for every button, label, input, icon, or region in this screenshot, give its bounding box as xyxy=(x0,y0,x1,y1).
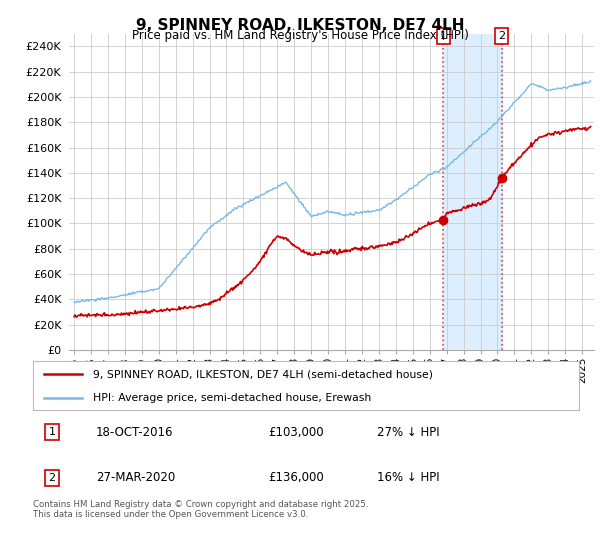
Text: £103,000: £103,000 xyxy=(268,426,323,439)
Text: HPI: Average price, semi-detached house, Erewash: HPI: Average price, semi-detached house,… xyxy=(93,393,371,403)
Text: Contains HM Land Registry data © Crown copyright and database right 2025.
This d: Contains HM Land Registry data © Crown c… xyxy=(33,500,368,519)
Text: 9, SPINNEY ROAD, ILKESTON, DE7 4LH (semi-detached house): 9, SPINNEY ROAD, ILKESTON, DE7 4LH (semi… xyxy=(93,370,433,380)
Text: 27-MAR-2020: 27-MAR-2020 xyxy=(96,471,175,484)
Text: 1: 1 xyxy=(49,427,56,437)
Text: Price paid vs. HM Land Registry's House Price Index (HPI): Price paid vs. HM Land Registry's House … xyxy=(131,29,469,42)
Text: 1: 1 xyxy=(440,31,447,41)
Text: 2: 2 xyxy=(498,31,505,41)
Text: £136,000: £136,000 xyxy=(268,471,323,484)
Text: 9, SPINNEY ROAD, ILKESTON, DE7 4LH: 9, SPINNEY ROAD, ILKESTON, DE7 4LH xyxy=(136,18,464,33)
Text: 16% ↓ HPI: 16% ↓ HPI xyxy=(377,471,440,484)
Text: 18-OCT-2016: 18-OCT-2016 xyxy=(96,426,173,439)
Bar xyxy=(443,34,502,350)
Text: 2: 2 xyxy=(49,473,56,483)
Text: 27% ↓ HPI: 27% ↓ HPI xyxy=(377,426,440,439)
